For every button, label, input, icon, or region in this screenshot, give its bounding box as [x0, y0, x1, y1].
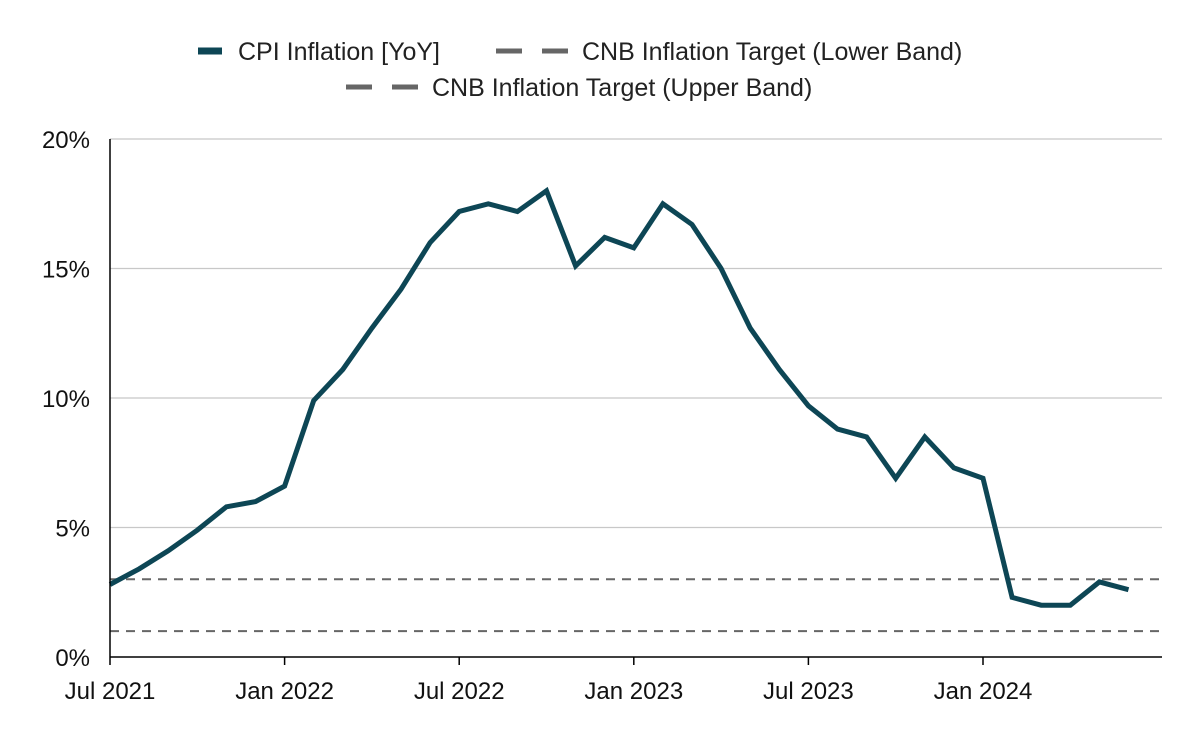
y-tick-label: 20%	[42, 127, 90, 154]
legend-label: CNB Inflation Target (Upper Band)	[432, 74, 812, 102]
axes: 0% 5% 10% 15% 20% Jul 2021 Jan 2022 Jul 2022 Jan…	[42, 127, 1162, 705]
legend: CPI Inflation [YoY] CNB Inflation Target …	[198, 38, 962, 102]
legend-label: CNB Inflation Target (Lower Band)	[582, 38, 962, 66]
gridlines	[110, 138, 1162, 633]
series-group	[108, 186, 1130, 608]
y-tick-label: 15%	[42, 257, 90, 284]
legend-label: CPI Inflation [YoY]	[238, 38, 440, 66]
x-tick-label: Jan 2024	[934, 678, 1033, 705]
y-tick-label: 10%	[42, 386, 90, 413]
x-tick-label: Jul 2023	[763, 678, 854, 705]
x-tick-label: Jul 2021	[65, 678, 156, 705]
cpi-inflation-line	[108, 186, 1130, 608]
x-tick-label: Jan 2023	[584, 678, 683, 705]
y-tick-label: 5%	[55, 516, 90, 543]
x-tick-label: Jan 2022	[235, 678, 334, 705]
x-tick-label: Jul 2022	[414, 678, 505, 705]
y-tick-label: 0%	[55, 645, 90, 672]
